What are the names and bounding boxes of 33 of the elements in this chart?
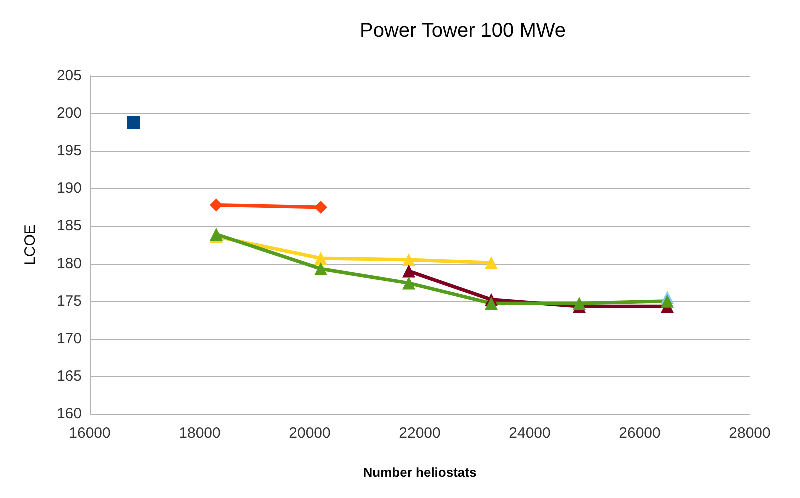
x-tick-label: 16000: [69, 425, 111, 442]
point: [402, 264, 416, 278]
y-tick-label: 200: [56, 105, 82, 122]
point: [661, 294, 674, 308]
y-tick-label: 190: [56, 180, 82, 198]
x-tick-label: 28000: [729, 425, 771, 442]
x-tick-label: 18000: [179, 425, 221, 442]
x-tick-label: 20000: [289, 425, 331, 442]
point: [485, 256, 498, 270]
point: [210, 198, 223, 212]
x-tick-label: 22000: [399, 425, 441, 442]
y-tick-label: 170: [56, 330, 82, 348]
x-tick-label: 24000: [509, 425, 551, 442]
x-axis-title: Number heliostats: [363, 465, 477, 480]
y-tick-label: 160: [56, 406, 82, 422]
point: [402, 276, 416, 290]
point: [402, 254, 416, 267]
point: [314, 262, 328, 276]
point: [128, 116, 140, 130]
y-axis-title: LCOE: [22, 224, 39, 266]
point: [210, 228, 223, 241]
point: [573, 297, 586, 310]
y-tick-label: 175: [56, 292, 82, 310]
y-tick-label: 195: [56, 142, 82, 160]
y-tick-label: 180: [56, 255, 82, 272]
point: [314, 252, 328, 266]
point: [314, 200, 328, 214]
y-tick-label: 185: [56, 218, 82, 235]
chart-title: Power Tower 100 MWe: [360, 20, 566, 42]
y-tick-label: 165: [56, 368, 82, 385]
point: [485, 297, 498, 310]
x-tick-label: 26000: [619, 425, 661, 442]
y-tick-label: 205: [56, 68, 82, 84]
